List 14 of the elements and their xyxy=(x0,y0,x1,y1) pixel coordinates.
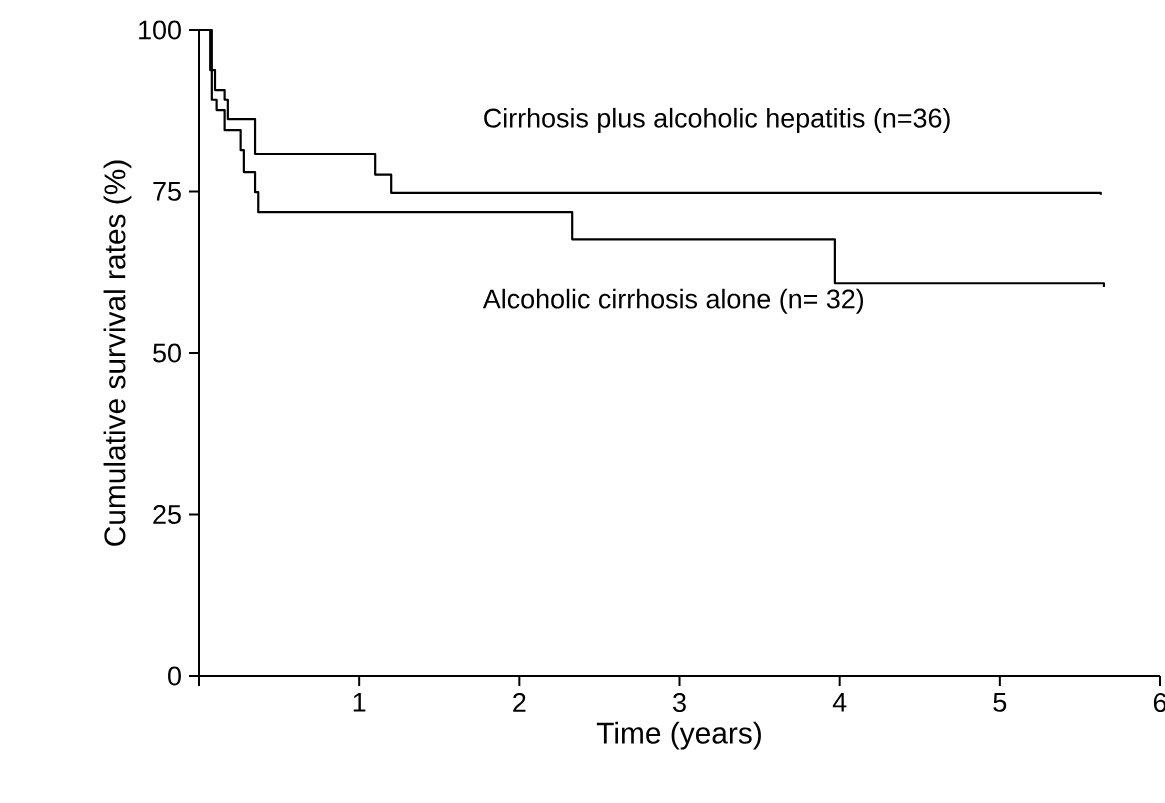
x-tick-label: 1 xyxy=(353,693,366,712)
x-tick-label: 2 xyxy=(513,693,526,712)
y-tick-label: 50 xyxy=(153,343,181,363)
annotation: Cirrhosis plus alcoholic hepatitis (n=36) xyxy=(484,107,950,133)
y-tick-label: 25 xyxy=(153,504,181,525)
x-tick-label: 4 xyxy=(832,693,847,712)
y-tick-label: 75 xyxy=(153,182,181,201)
y-axis-title: Cumulative survival rates (%) xyxy=(103,160,132,546)
y-tick-label: 0 xyxy=(168,666,181,686)
x-tick-label: 3 xyxy=(673,693,686,713)
y-tick-label: 100 xyxy=(139,20,181,40)
x-tick-label: 5 xyxy=(993,693,1007,712)
annotation: Alcoholic cirrhosis alone (n= 32) xyxy=(482,288,864,314)
x-axis-title: Time (years) xyxy=(596,721,761,750)
